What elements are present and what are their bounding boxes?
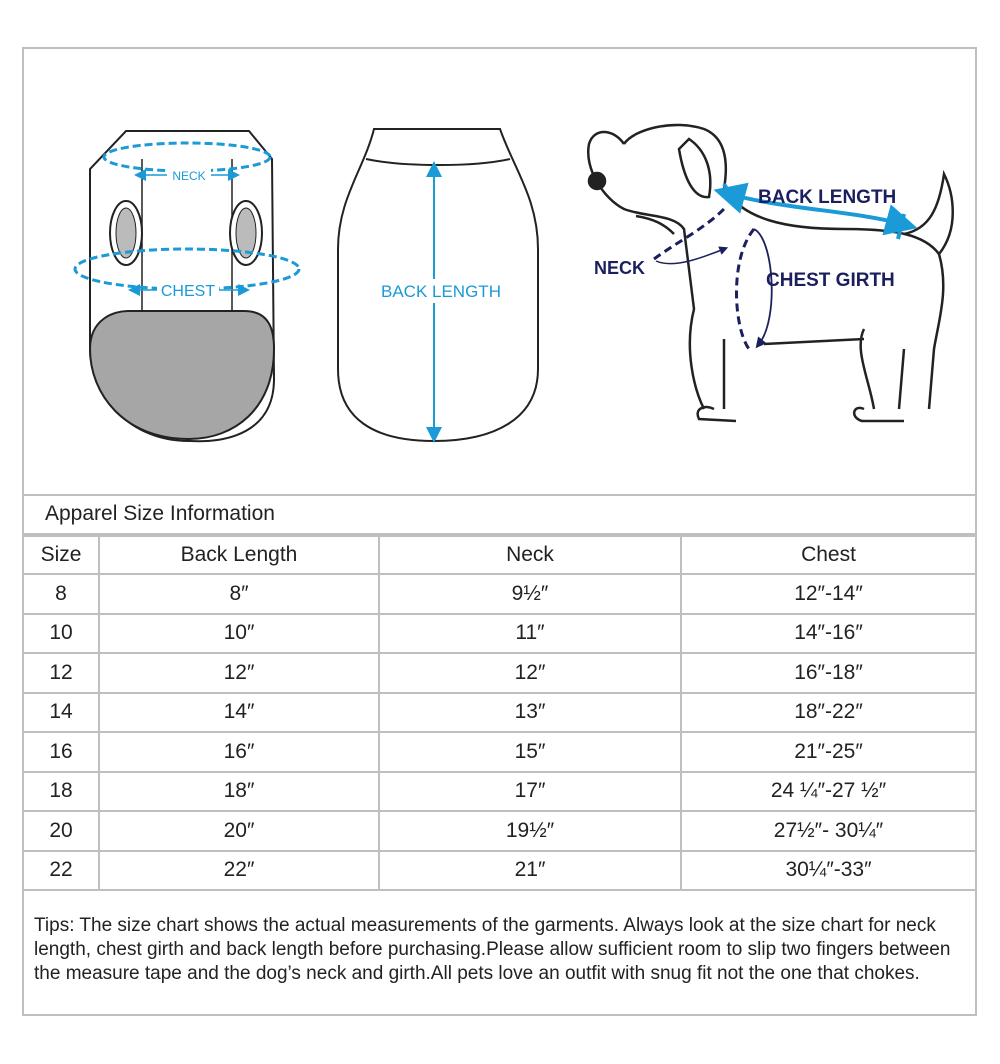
table-cell: 30¼″-33″	[680, 849, 975, 891]
table-cell: 18″-22″	[680, 691, 975, 733]
column-header: Neck	[378, 535, 682, 575]
table-row: 16 16″ 15″ 21″-25″	[24, 731, 975, 773]
table-cell: 14	[24, 691, 100, 733]
table-cell: 9½″	[378, 573, 682, 615]
table-row: 20 20″ 19½″ 27½″- 30¼″	[24, 810, 975, 852]
table-cell: 16	[24, 731, 100, 773]
table-cell: 21″-25″	[680, 731, 975, 773]
dog-illustration	[586, 123, 954, 423]
table-cell: 10″	[98, 612, 380, 654]
dog-neck-label: NECK	[594, 258, 645, 278]
size-chart: NECK CHEST BACK LENGTH	[22, 47, 977, 1016]
table-row: 14 14″ 13″ 18″-22″	[24, 691, 975, 733]
tips-text: Tips: The size chart shows the actual me…	[34, 915, 951, 984]
table-cell: 27½″- 30¼″	[680, 810, 975, 852]
table-row: 12 12″ 12″ 16″-18″	[24, 652, 975, 694]
table-cell: 19½″	[378, 810, 682, 852]
table-cell: 14″	[98, 691, 380, 733]
table-cell: 12″	[98, 652, 380, 694]
table-row: 8 8″ 9½″ 12″-14″	[24, 573, 975, 615]
table-title: Apparel Size Information	[24, 494, 975, 535]
table-cell: 18	[24, 770, 100, 812]
table-cell: 10	[24, 612, 100, 654]
table-cell: 18″	[98, 770, 380, 812]
table-header-row: Size Back Length Neck Chest	[24, 535, 975, 575]
size-table: Size Back Length Neck Chest 8 8″ 9½″ 12″-14…	[24, 535, 975, 891]
back-length-label: BACK LENGTH	[381, 282, 501, 301]
column-header: Chest	[680, 535, 975, 575]
table-row: 10 10″ 11″ 14″-16″	[24, 612, 975, 654]
table-cell: 8	[24, 573, 100, 615]
table-cell: 20″	[98, 810, 380, 852]
table-cell: 8″	[98, 573, 380, 615]
table-cell: 13″	[378, 691, 682, 733]
table-row: 18 18″ 17″ 24 ¼″-27 ½″	[24, 770, 975, 812]
neck-label: NECK	[172, 169, 205, 183]
table-cell: 15″	[378, 731, 682, 773]
table-cell: 14″-16″	[680, 612, 975, 654]
table-cell: 12″-14″	[680, 573, 975, 615]
vest-back-illustration: BACK LENGTH	[337, 128, 539, 443]
table-cell: 20	[24, 810, 100, 852]
table-cell: 24 ¼″-27 ½″	[680, 770, 975, 812]
table-cell: 22	[24, 849, 100, 891]
table-cell: 12	[24, 652, 100, 694]
table-cell: 21″	[378, 849, 682, 891]
table-cell: 17″	[378, 770, 682, 812]
measurement-illustrations: NECK CHEST BACK LENGTH	[24, 49, 975, 496]
table-cell: 11″	[378, 612, 682, 654]
column-header: Back Length	[98, 535, 380, 575]
table-cell: 22″	[98, 849, 380, 891]
table-cell: 16″	[98, 731, 380, 773]
column-header: Size	[24, 535, 100, 575]
table-cell: 16″-18″	[680, 652, 975, 694]
vest-front-illustration: NECK CHEST	[73, 130, 301, 443]
table-cell: 12″	[378, 652, 682, 694]
dog-chest-girth-label: CHEST GIRTH	[766, 270, 895, 291]
table-row: 22 22″ 21″ 30¼″-33″	[24, 849, 975, 891]
dog-back-length-label: BACK LENGTH	[758, 187, 896, 208]
chest-label: CHEST	[161, 283, 215, 300]
